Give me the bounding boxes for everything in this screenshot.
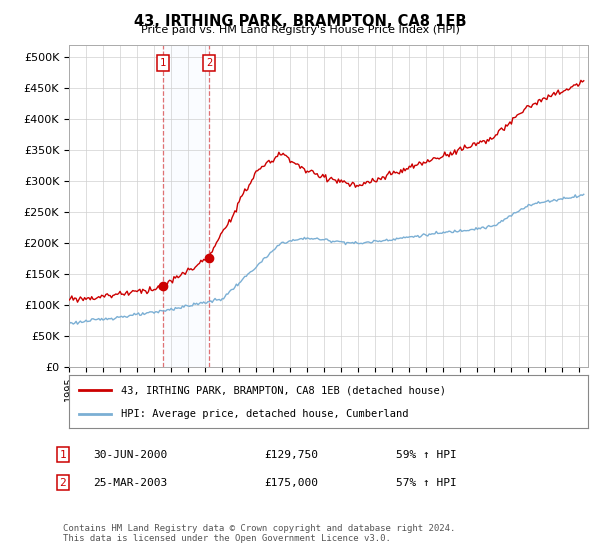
Text: 1: 1	[160, 58, 166, 68]
Text: 25-MAR-2003: 25-MAR-2003	[93, 478, 167, 488]
Text: £175,000: £175,000	[264, 478, 318, 488]
Text: 57% ↑ HPI: 57% ↑ HPI	[396, 478, 457, 488]
Text: 59% ↑ HPI: 59% ↑ HPI	[396, 450, 457, 460]
Text: HPI: Average price, detached house, Cumberland: HPI: Average price, detached house, Cumb…	[121, 408, 409, 418]
Text: 2: 2	[59, 478, 67, 488]
Text: 43, IRTHING PARK, BRAMPTON, CA8 1EB (detached house): 43, IRTHING PARK, BRAMPTON, CA8 1EB (det…	[121, 385, 446, 395]
Text: 2: 2	[206, 58, 212, 68]
Text: 1: 1	[59, 450, 67, 460]
Text: Contains HM Land Registry data © Crown copyright and database right 2024.
This d: Contains HM Land Registry data © Crown c…	[63, 524, 455, 543]
Text: 43, IRTHING PARK, BRAMPTON, CA8 1EB: 43, IRTHING PARK, BRAMPTON, CA8 1EB	[134, 14, 466, 29]
Text: £129,750: £129,750	[264, 450, 318, 460]
Text: 30-JUN-2000: 30-JUN-2000	[93, 450, 167, 460]
Bar	[163, 45, 209, 367]
Text: Price paid vs. HM Land Registry's House Price Index (HPI): Price paid vs. HM Land Registry's House …	[140, 25, 460, 35]
